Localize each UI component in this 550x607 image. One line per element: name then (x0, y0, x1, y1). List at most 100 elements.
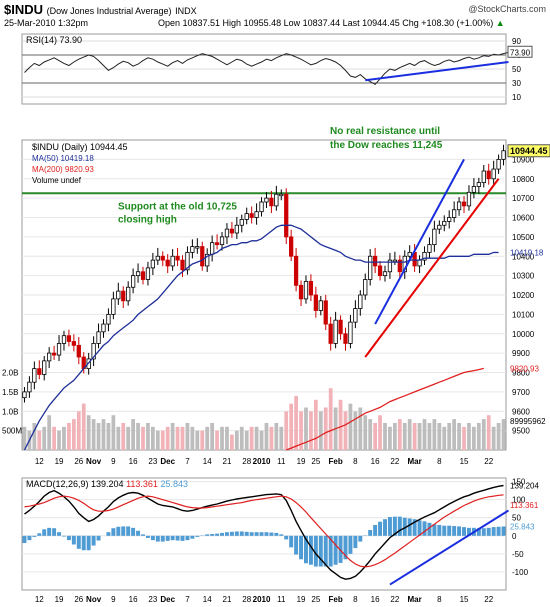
quote-line: Open 10837.51 High 10955.48 Low 10837.44… (158, 18, 505, 28)
candle-body (150, 259, 156, 269)
candle-body (471, 186, 477, 193)
candle-body (269, 197, 274, 207)
candle-body (47, 352, 52, 362)
macd-x-axis-label: 2010 (253, 595, 271, 604)
signal-line (24, 494, 504, 568)
macd-histogram-bar (150, 535, 155, 541)
price-tick-label: 10100 (512, 310, 535, 319)
macd-x-axis-label: 16 (371, 595, 380, 604)
macd-x-axis-label: 16 (129, 595, 138, 604)
last-price-tag (507, 144, 550, 158)
candle-body (195, 246, 200, 249)
macd-x-axis-label: 9 (111, 595, 116, 604)
candle-body (338, 319, 343, 335)
volume-tick-label: 2.0B (2, 369, 18, 378)
price-legend-item: $INDU (Daily) 10944.45 (32, 142, 128, 152)
candle-body (244, 213, 249, 220)
volume-bar (121, 422, 126, 450)
macd-panel-frame (21, 477, 507, 591)
macd-histogram-bar (205, 534, 210, 536)
x-axis-label: 14 (203, 457, 212, 466)
volume-bar (442, 426, 447, 450)
volume-bar (388, 426, 392, 450)
candle-body (219, 236, 225, 246)
macd-histogram-bar (466, 527, 471, 536)
macd-histogram-bar (96, 535, 101, 541)
macd-x-axis-label: 19 (55, 595, 64, 604)
macd-histogram-bar (343, 535, 348, 560)
macd-x-axis-label: 14 (203, 595, 212, 604)
volume-bar (383, 422, 387, 450)
macd-histogram-bar (160, 535, 165, 542)
macd-histogram-bar (476, 528, 481, 536)
up-arrow-icon: ▲ (495, 18, 505, 28)
volume-bar (101, 419, 106, 450)
candle-body (343, 333, 348, 344)
macd-histogram-bar (81, 535, 86, 551)
macd-histogram-bar (328, 535, 333, 567)
volume-bar (205, 426, 210, 450)
volume-bar (67, 422, 71, 450)
candle-body (155, 255, 160, 261)
macd-legend-macd: MACD(12,26,9) 139.204 (26, 479, 126, 489)
support-annotation-line: Support at the old 10,725 (118, 201, 237, 212)
x-axis-label: 23 (148, 457, 157, 466)
macd-histogram-bar (86, 535, 91, 551)
ma200-value-label: 9820.93 (510, 364, 539, 373)
volume-bar (215, 430, 219, 450)
macd-histogram-bar (402, 517, 407, 536)
candle-body (442, 220, 447, 226)
macd-histogram-bar (422, 521, 427, 536)
macd-histogram-bar (358, 535, 363, 542)
macd-histogram-bar (22, 535, 27, 544)
volume-bar (42, 426, 47, 450)
macd-histogram-bar (279, 534, 284, 536)
volume-bar (304, 407, 308, 450)
candle-body (140, 271, 146, 280)
candle-body (229, 228, 235, 234)
macd-histogram-bar (195, 535, 200, 537)
rsi-tick-label: 10 (512, 93, 521, 102)
volume-bar (62, 426, 66, 450)
candle-body (111, 298, 116, 315)
volume-bar (417, 422, 422, 450)
macd-histogram-bar (37, 533, 42, 536)
volume-bar (146, 422, 150, 450)
volume-bar (447, 422, 452, 450)
resistance-annotation-line: the Dow reaches 11,245 (330, 140, 443, 151)
macd-histogram-bar (116, 526, 121, 536)
candle-body (318, 300, 323, 311)
rsi-line (24, 51, 509, 86)
volume-bar (244, 430, 249, 450)
candle-body (126, 286, 131, 302)
macd-histogram-bar (432, 524, 437, 536)
price-tick-label: 10400 (512, 252, 535, 261)
volume-bar (160, 430, 165, 450)
volume-bar (239, 426, 244, 450)
macd-value-label: 113.361 (510, 501, 539, 510)
candle-body (501, 150, 506, 160)
volume-bar (462, 426, 466, 450)
volume-bar (86, 415, 91, 450)
volume-bar (47, 415, 52, 450)
macd-histogram-bar (501, 526, 506, 536)
macd-histogram-bar (229, 531, 234, 536)
rsi-tick-label: 30 (512, 79, 521, 88)
macd-tick-label: -100 (512, 568, 529, 577)
volume-bar (57, 430, 61, 450)
price-tick-label: 9500 (512, 427, 530, 436)
volume-bar (195, 430, 200, 450)
volume-bar (151, 426, 155, 450)
x-axis-label: Feb (328, 457, 342, 466)
quote-text: Open 10837.51 High 10955.48 Low 10837.44… (158, 18, 494, 28)
price-tick-label: 9600 (512, 407, 530, 416)
macd-histogram-bar (145, 535, 150, 538)
candle-body (358, 294, 363, 309)
macd-histogram-bar (353, 535, 358, 549)
volume-bar (32, 422, 37, 450)
volume-bar (397, 419, 402, 450)
macd-histogram-bar (427, 522, 432, 536)
candle-body (382, 271, 388, 277)
volume-bar (180, 426, 185, 450)
volume-bar (220, 426, 224, 450)
